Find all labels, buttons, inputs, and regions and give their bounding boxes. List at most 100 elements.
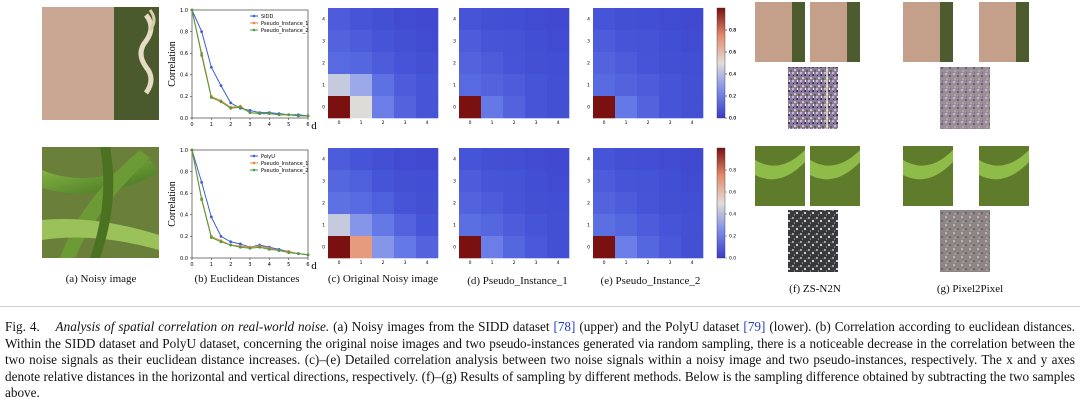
- y-tick-label: 2: [322, 201, 325, 207]
- x-tick-label: 3: [535, 260, 538, 266]
- heat-cell: [459, 74, 482, 97]
- x-tick-label: 1: [491, 120, 494, 126]
- heat-cell: [350, 214, 373, 237]
- heat-cell: [416, 96, 439, 119]
- x-tick-label: 1: [360, 120, 363, 126]
- heat-cell: [637, 214, 660, 237]
- heat-cell: [525, 30, 548, 53]
- heat-cell: [350, 74, 373, 97]
- y-tick-label: 0: [587, 105, 590, 111]
- heat-cell: [394, 30, 417, 53]
- heat-cell: [659, 8, 682, 31]
- colorbar-bottom: [716, 147, 726, 259]
- heat-cell: [659, 74, 682, 97]
- x-tick-label: 2: [513, 260, 516, 266]
- x-tick-label: 2: [647, 260, 650, 266]
- heat-cell: [481, 96, 504, 119]
- x-tick-label: 2: [382, 260, 385, 266]
- heat-cell: [593, 148, 616, 171]
- legend-marker: [252, 21, 256, 25]
- heat-cell: [394, 74, 417, 97]
- heat-cell: [416, 170, 439, 193]
- noisy-image-sidd: [42, 7, 159, 120]
- heat-cell: [615, 8, 638, 31]
- x-tick-label: 5: [287, 262, 290, 268]
- data-point: [190, 148, 194, 152]
- heat-cell: [681, 8, 704, 31]
- y-tick-label: 1: [453, 223, 456, 229]
- colorbar-tick-label: 0.0: [729, 116, 736, 122]
- y-tick-label: 1: [453, 83, 456, 89]
- data-point: [267, 112, 271, 116]
- y-tick-label: 0.8: [180, 29, 188, 35]
- y-tick-label: 2: [587, 61, 590, 67]
- y-tick-label: 0.6: [180, 51, 188, 57]
- x-tick-label: 3: [404, 260, 407, 266]
- pixel2pixel-samples-sidd: [903, 2, 1029, 129]
- heat-cell: [459, 192, 482, 215]
- x-tick-label: 0: [190, 122, 193, 128]
- heat-cell: [416, 214, 439, 237]
- x-tick-label: 1: [625, 120, 628, 126]
- x-tick-label: 1: [625, 260, 628, 266]
- data-point: [200, 198, 204, 202]
- legend-marker: [252, 161, 256, 165]
- colorbar-tick-label: 0.0: [729, 116, 736, 122]
- heat-cell: [637, 170, 660, 193]
- colorbar-tick-label: 0.6: [729, 50, 736, 56]
- heat-cell: [372, 30, 395, 53]
- y-tick-label: 4: [453, 157, 456, 163]
- data-point: [219, 100, 223, 104]
- heat-cell: [503, 52, 526, 75]
- heat-cell: [615, 96, 638, 119]
- heat-cell: [416, 148, 439, 171]
- data-point: [219, 240, 223, 244]
- heat-cell: [459, 236, 482, 259]
- heat-cell: [459, 148, 482, 171]
- heat-cell: [525, 148, 548, 171]
- heat-cell: [503, 214, 526, 237]
- heat-cell: [637, 148, 660, 171]
- caption-ref-79[interactable]: [79]: [743, 319, 766, 334]
- x-tick-label: 4: [557, 260, 560, 266]
- y-tick-label: 0.2: [180, 94, 188, 100]
- y-tick-label: 0.0: [180, 116, 188, 122]
- heat-cell: [328, 236, 351, 259]
- colorbar-tick-label: 0.2: [729, 94, 736, 100]
- heat-cell: [637, 96, 660, 119]
- data-point: [200, 30, 204, 33]
- y-tick-label: 1.0: [180, 8, 188, 14]
- caption-part-3: (lower). (b) Correlation according to eu…: [5, 319, 1076, 401]
- heat-cell: [547, 170, 570, 193]
- heat-cell: [416, 52, 439, 75]
- colorbar-tick-label: 0.2: [729, 94, 736, 100]
- data-point: [248, 246, 252, 250]
- x-tick-label: 4: [426, 260, 429, 266]
- x-tick-label: 4: [691, 120, 694, 126]
- heat-cell: [637, 52, 660, 75]
- heat-cell: [593, 192, 616, 215]
- heat-cell: [547, 236, 570, 259]
- heat-cell: [481, 8, 504, 31]
- data-point: [219, 235, 223, 238]
- heat-cell: [350, 96, 373, 119]
- y-tick-label: 1.0: [180, 148, 188, 154]
- x-tick-label: 0: [469, 260, 472, 266]
- y-tick-label: 1: [322, 223, 325, 229]
- heat-cell: [681, 236, 704, 259]
- heat-cell: [659, 170, 682, 193]
- x-tick-label: 1: [360, 260, 363, 266]
- heat-cell: [416, 8, 439, 31]
- heat-cell: [372, 8, 395, 31]
- heat-cell: [350, 30, 373, 53]
- y-tick-label: 3: [587, 179, 590, 185]
- y-tick-label: 4: [587, 157, 590, 163]
- heat-cell: [394, 8, 417, 31]
- y-axis-label: Correlation: [167, 181, 178, 227]
- x-axis-label: d: [311, 260, 317, 272]
- y-tick-label: 0.4: [180, 213, 188, 219]
- colorbar-tick-label: 0.8: [729, 28, 736, 34]
- x-tick-label: 3: [404, 120, 407, 126]
- heat-cell: [394, 52, 417, 75]
- caption-ref-78[interactable]: [78]: [553, 319, 576, 334]
